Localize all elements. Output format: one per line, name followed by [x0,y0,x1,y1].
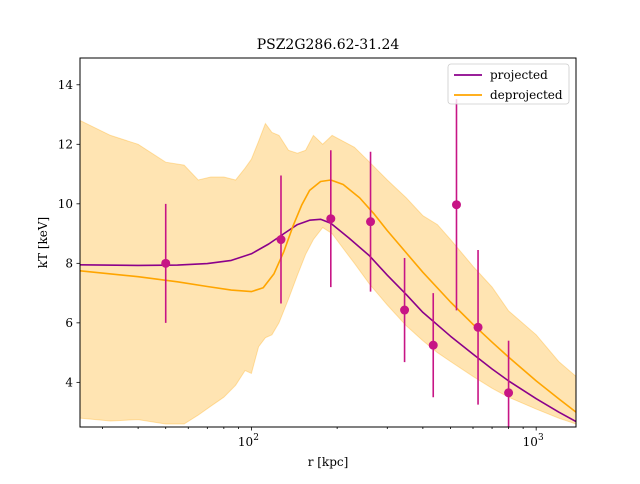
x-tick-label: 103 [523,433,544,449]
y-tick-label: 4 [65,375,73,389]
data-point [276,235,286,245]
data-point [451,200,461,210]
legend-label-projected: projected [490,68,548,82]
legend-label-deprojected: deprojected [490,88,563,102]
data-point [366,217,376,227]
ticks-layer: 4 6 8 10 12 14 102 103 [58,78,544,449]
series-line-projected [80,218,576,423]
data-point [428,340,438,350]
y-tick-label: 12 [58,137,73,151]
plot-frame [79,57,577,428]
y-tick-label: 10 [58,197,73,211]
points-layer [161,99,514,427]
legend: projected deprojected [447,63,570,105]
x-tick-label: 102 [238,433,259,449]
data-point [504,388,514,398]
legend-box [447,63,570,105]
uncertainty-band [80,119,576,425]
data-point [473,322,483,332]
y-tick-label: 8 [65,256,73,270]
y-tick-label: 14 [58,78,74,92]
y-axis-label: kT [keV] [36,217,50,269]
data-point [400,305,410,315]
data-point [161,258,171,268]
data-point [326,214,336,224]
x-axis-label: r [kpc] [308,455,349,469]
chart-title: PSZ2G286.62-31.24 [257,37,400,53]
band-layer [80,119,576,425]
y-tick-label: 6 [65,316,73,330]
